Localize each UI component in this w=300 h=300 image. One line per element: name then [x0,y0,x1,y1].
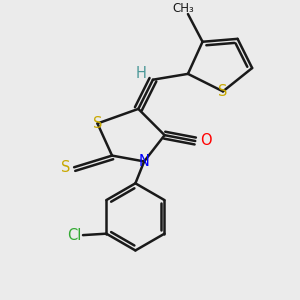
Text: O: O [200,134,212,148]
Text: H: H [135,66,146,81]
Text: S: S [61,160,70,175]
Text: S: S [93,116,102,131]
Text: N: N [139,154,150,169]
Text: Cl: Cl [67,228,81,243]
Text: S: S [218,84,228,99]
Text: CH₃: CH₃ [173,2,194,15]
